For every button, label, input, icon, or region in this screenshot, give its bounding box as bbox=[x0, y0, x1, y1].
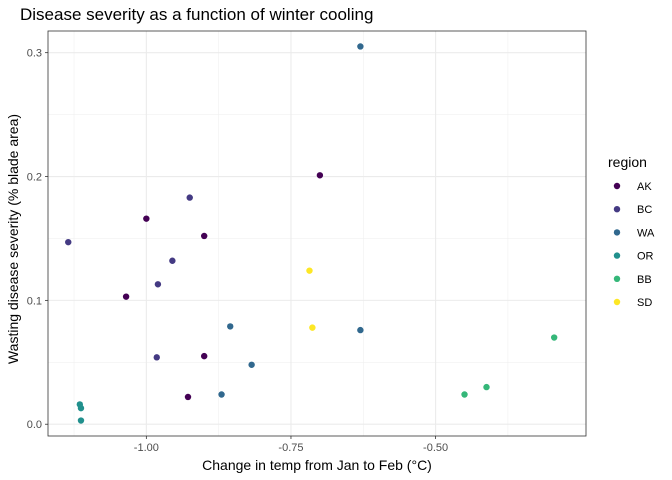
data-point-or bbox=[77, 417, 85, 424]
data-point-ak bbox=[122, 293, 130, 300]
data-point-bc bbox=[154, 281, 162, 288]
data-point-ak bbox=[143, 215, 150, 222]
data-point-bc bbox=[153, 354, 160, 361]
chart-title: Disease severity as a function of winter… bbox=[20, 5, 373, 24]
data-points bbox=[65, 43, 558, 424]
data-point-wa bbox=[248, 361, 255, 368]
data-point-bb bbox=[483, 383, 490, 391]
legend-label-sd: SD bbox=[637, 297, 652, 309]
data-point-ak bbox=[316, 172, 324, 179]
plot-border bbox=[47, 30, 587, 437]
legend-key-or bbox=[613, 252, 621, 259]
data-point-wa bbox=[218, 391, 225, 398]
data-point-bc bbox=[186, 194, 193, 201]
x-tick-label: -0.50 bbox=[423, 442, 448, 454]
data-point-wa bbox=[357, 43, 364, 50]
legend-key-bb bbox=[613, 275, 621, 282]
legend-label-bc: BC bbox=[637, 204, 652, 216]
x-axis-title: Change in temp from Jan to Feb (°C) bbox=[202, 457, 432, 473]
data-point-bb bbox=[550, 334, 558, 341]
data-point-ak bbox=[184, 393, 192, 401]
x-axis-ticks: -1.00 -0.75 -0.50 bbox=[134, 436, 448, 454]
x-tick-label: -0.75 bbox=[278, 442, 303, 454]
y-tick-label: 0.0 bbox=[27, 419, 42, 431]
data-point-ak bbox=[200, 232, 208, 240]
legend-key-ak bbox=[613, 182, 621, 190]
data-point-bb bbox=[461, 391, 468, 398]
legend-label-bb: BB bbox=[637, 274, 652, 286]
x-tick-label: -1.00 bbox=[134, 442, 159, 454]
legend-key-bc bbox=[613, 206, 621, 213]
y-axis-ticks: 0.0 0.1 0.2 0.3 bbox=[27, 48, 48, 431]
legend-key-sd bbox=[613, 298, 621, 306]
data-point-bc bbox=[169, 257, 176, 264]
legend-label-or: OR bbox=[637, 251, 654, 263]
data-point-or bbox=[77, 404, 85, 412]
data-point-bc bbox=[65, 238, 72, 246]
y-tick-label: 0.1 bbox=[27, 295, 42, 307]
legend-label-wa: WA bbox=[637, 227, 655, 239]
y-tick-label: 0.2 bbox=[27, 172, 42, 184]
y-axis-title: Wasting disease severity (% blade area) bbox=[5, 114, 21, 364]
plot-panel bbox=[48, 31, 586, 436]
legend-title: region bbox=[608, 154, 647, 170]
legend: AK BC WA OR BB SD bbox=[613, 181, 655, 309]
legend-key-wa bbox=[613, 229, 621, 236]
data-point-wa bbox=[357, 326, 364, 334]
data-point-wa bbox=[227, 323, 234, 330]
legend-label-ak: AK bbox=[637, 181, 652, 193]
data-point-sd bbox=[306, 267, 313, 274]
y-tick-label: 0.3 bbox=[27, 48, 42, 60]
plot-background bbox=[48, 31, 586, 436]
data-point-ak bbox=[200, 352, 208, 360]
data-point-sd bbox=[309, 324, 316, 331]
